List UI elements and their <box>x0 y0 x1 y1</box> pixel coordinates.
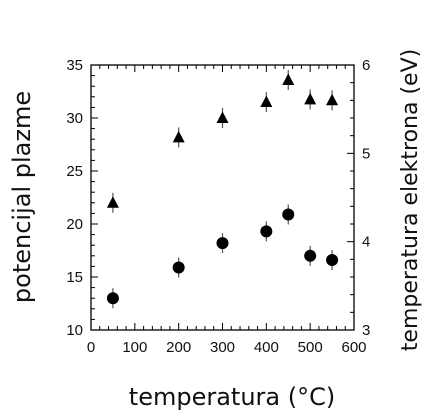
data-point-triangle <box>106 196 119 208</box>
x-tick-label: 300 <box>210 339 235 356</box>
data-point-circle <box>260 225 273 238</box>
y-left-tick-label: 15 <box>66 269 83 286</box>
plot-frame <box>90 64 355 331</box>
data-point-triangle <box>326 93 339 106</box>
data-point-triangle <box>216 111 229 123</box>
data-point-circle <box>106 292 119 305</box>
y-right-tick-label: 4 <box>362 234 370 251</box>
data-point-triangle <box>260 95 273 108</box>
y-right-tick-label: 3 <box>362 322 370 339</box>
x-tick-label: 500 <box>298 339 323 356</box>
x-tick-label: 400 <box>254 339 279 356</box>
data-point-triangle <box>304 92 317 105</box>
data-point-circle <box>304 249 317 262</box>
y-left-tick-label: 25 <box>66 163 83 180</box>
y-left-tick-label: 20 <box>66 216 83 233</box>
axis-tick-labels: 0 100 200 300 400 500 600 10 15 20 25 30 35 3 4 5 6 <box>66 57 370 356</box>
data-point-circle <box>172 261 185 274</box>
data-point-circle <box>282 208 295 221</box>
y-left-tick-label: 35 <box>66 57 83 74</box>
data-point-triangle <box>282 73 295 85</box>
axis-ticks <box>90 64 355 331</box>
y-left-tick-label: 30 <box>66 110 83 127</box>
y-left-tick-label: 10 <box>66 322 83 339</box>
data-point-triangle <box>172 130 185 143</box>
y-right-tick-label: 5 <box>362 145 370 162</box>
x-tick-label: 200 <box>166 339 191 356</box>
y-axis-right-title: temperatura elektrona (eV) <box>398 49 423 351</box>
x-tick-label: 600 <box>341 339 366 356</box>
x-tick-label: 0 <box>87 339 95 356</box>
data-point-circle <box>326 254 339 267</box>
data-point-circle <box>216 237 229 250</box>
y-axis-left-title: potencijal plazme <box>8 91 36 303</box>
x-axis-title: temperatura (°C) <box>129 383 335 411</box>
y-right-tick-label: 6 <box>362 57 370 74</box>
data-markers <box>106 70 339 309</box>
x-tick-label: 100 <box>122 339 147 356</box>
